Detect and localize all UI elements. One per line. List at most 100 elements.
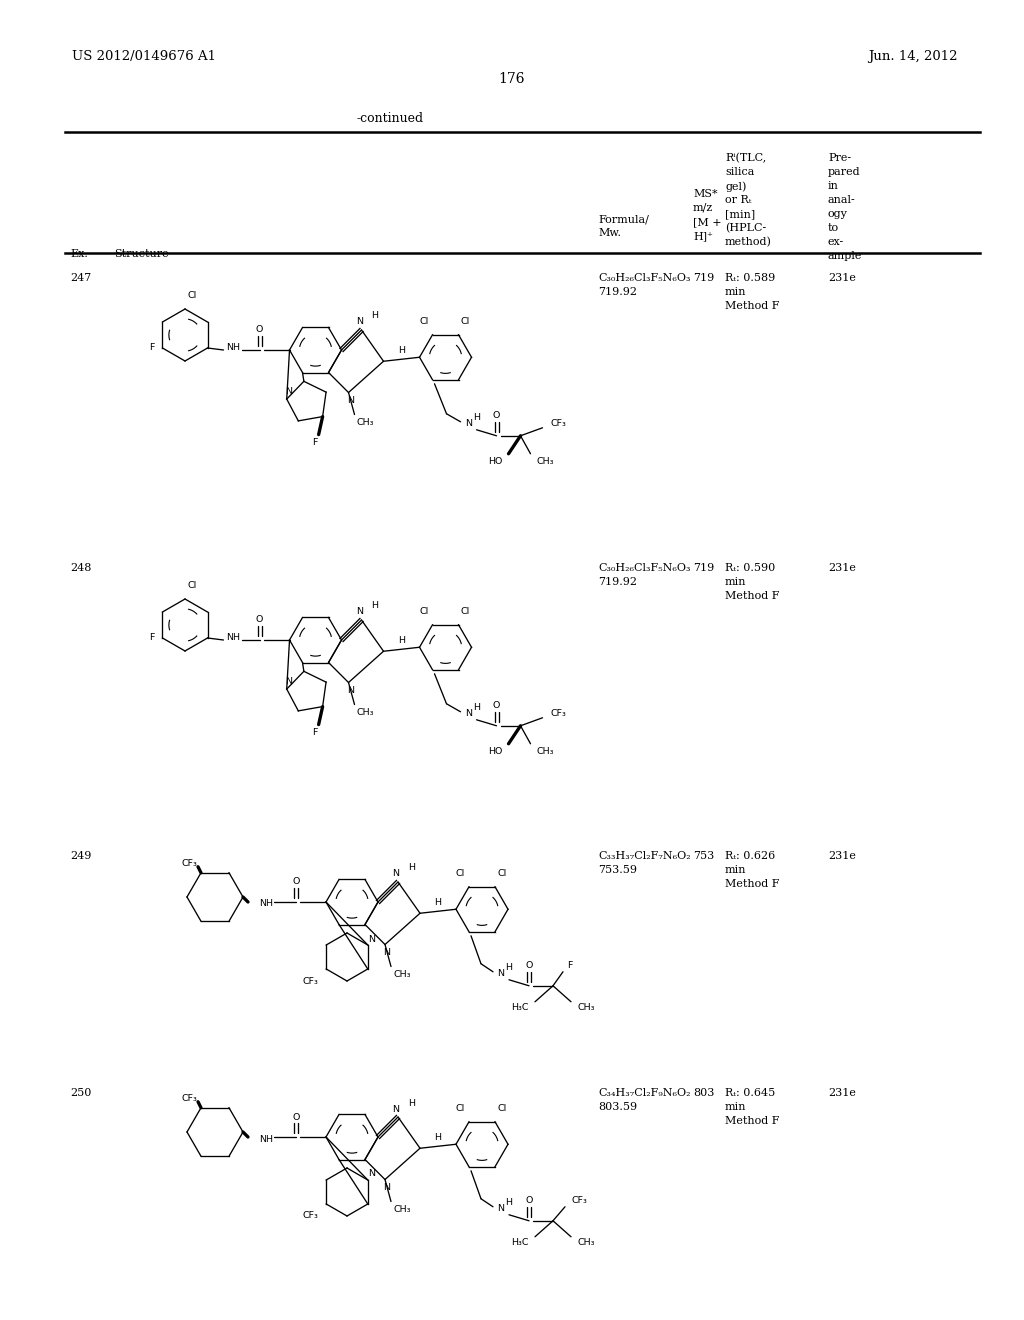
Text: N: N <box>384 948 390 957</box>
Text: N: N <box>347 396 354 405</box>
Text: H: H <box>398 636 406 644</box>
Text: 803: 803 <box>693 1088 715 1098</box>
Text: H: H <box>473 704 480 713</box>
Text: Cl: Cl <box>461 317 470 326</box>
Text: N: N <box>498 969 505 978</box>
Text: Method F: Method F <box>725 879 779 888</box>
Text: Method F: Method F <box>725 301 779 312</box>
Text: N: N <box>392 870 399 879</box>
Text: Cl: Cl <box>187 290 197 300</box>
Text: Rₜ: 0.626: Rₜ: 0.626 <box>725 851 775 861</box>
Text: or Rₜ: or Rₜ <box>725 195 752 205</box>
Text: NH: NH <box>226 343 241 352</box>
Text: in: in <box>828 181 839 191</box>
Text: CH₃: CH₃ <box>356 708 374 717</box>
Text: HO: HO <box>488 747 503 756</box>
Text: US 2012/0149676 A1: US 2012/0149676 A1 <box>72 50 216 63</box>
Text: Formula/: Formula/ <box>598 214 649 224</box>
Text: Cl: Cl <box>419 317 428 326</box>
Text: O: O <box>493 412 500 420</box>
Text: Pre-: Pre- <box>828 153 851 162</box>
Text: ogy: ogy <box>828 209 848 219</box>
Text: 231e: 231e <box>828 1088 856 1098</box>
Text: N: N <box>286 387 292 396</box>
Text: HO: HO <box>488 457 503 466</box>
Text: H: H <box>398 346 406 355</box>
Text: C₃₃H₃₇Cl₂F₇N₆O₂: C₃₃H₃₇Cl₂F₇N₆O₂ <box>598 851 690 861</box>
Text: CF₃: CF₃ <box>302 977 318 986</box>
Text: C₃₀H₂₆Cl₃F₅N₆O₃: C₃₀H₂₆Cl₃F₅N₆O₃ <box>598 273 690 282</box>
Text: 719: 719 <box>693 564 715 573</box>
Text: H: H <box>506 1199 512 1208</box>
Text: Cl: Cl <box>456 869 465 878</box>
Text: H]⁺: H]⁺ <box>693 231 713 242</box>
Text: H: H <box>372 602 379 610</box>
Text: 803.59: 803.59 <box>598 1102 637 1111</box>
Text: O: O <box>525 1196 532 1205</box>
Text: NH: NH <box>226 634 241 643</box>
Text: H₃C: H₃C <box>512 1238 529 1247</box>
Text: CH₃: CH₃ <box>537 747 554 756</box>
Text: Cl: Cl <box>456 1104 465 1113</box>
Text: H₃C: H₃C <box>512 1003 529 1012</box>
Text: -continued: -continued <box>356 112 424 125</box>
Text: 247: 247 <box>70 273 91 282</box>
Text: 231e: 231e <box>828 273 856 282</box>
Text: Cl: Cl <box>497 1104 506 1113</box>
Text: Method F: Method F <box>725 591 779 601</box>
Text: Mw.: Mw. <box>598 228 621 238</box>
Text: N: N <box>347 686 354 696</box>
Text: NH: NH <box>259 1134 273 1143</box>
Text: CH₃: CH₃ <box>577 1238 595 1247</box>
Text: 719.92: 719.92 <box>598 286 637 297</box>
Text: 753: 753 <box>693 851 715 861</box>
Text: N: N <box>356 318 364 326</box>
Text: Rₜ: 0.589: Rₜ: 0.589 <box>725 273 775 282</box>
Text: O: O <box>493 701 500 710</box>
Text: (HPLC-: (HPLC- <box>725 223 766 234</box>
Text: to: to <box>828 223 839 234</box>
Text: CH₃: CH₃ <box>577 1003 595 1012</box>
Text: N: N <box>465 420 472 428</box>
Text: MS*: MS* <box>693 189 718 199</box>
Text: ex-: ex- <box>828 238 844 247</box>
Text: 176: 176 <box>499 73 525 86</box>
Text: N: N <box>465 709 472 718</box>
Text: O: O <box>256 326 263 334</box>
Text: gel): gel) <box>725 181 746 191</box>
Text: NH: NH <box>259 899 273 908</box>
Text: O: O <box>256 615 263 624</box>
Text: H: H <box>506 964 512 973</box>
Text: [min]: [min] <box>725 209 756 219</box>
Text: 250: 250 <box>70 1088 91 1098</box>
Text: F: F <box>312 438 317 447</box>
Text: Rⁱ(TLC,: Rⁱ(TLC, <box>725 153 766 164</box>
Text: Rₜ: 0.645: Rₜ: 0.645 <box>725 1088 775 1098</box>
Text: 719: 719 <box>693 273 715 282</box>
Text: H: H <box>408 1098 415 1107</box>
Text: N: N <box>369 935 375 944</box>
Text: CH₃: CH₃ <box>393 970 411 979</box>
Text: [M +: [M + <box>693 216 722 227</box>
Text: CH₃: CH₃ <box>393 1205 411 1214</box>
Text: Rₜ: 0.590: Rₜ: 0.590 <box>725 564 775 573</box>
Text: H: H <box>434 898 441 907</box>
Text: Jun. 14, 2012: Jun. 14, 2012 <box>868 50 957 63</box>
Text: H: H <box>434 1133 441 1142</box>
Text: CF₃: CF₃ <box>181 1094 197 1102</box>
Text: CH₃: CH₃ <box>356 418 374 426</box>
Text: ample: ample <box>828 251 862 261</box>
Text: F: F <box>150 634 155 643</box>
Text: 719.92: 719.92 <box>598 577 637 587</box>
Text: O: O <box>525 961 532 970</box>
Text: CH₃: CH₃ <box>537 457 554 466</box>
Text: N: N <box>392 1105 399 1114</box>
Text: silica: silica <box>725 168 755 177</box>
Text: Method F: Method F <box>725 1115 779 1126</box>
Text: 248: 248 <box>70 564 91 573</box>
Text: H: H <box>473 413 480 422</box>
Text: method): method) <box>725 238 772 247</box>
Text: Cl: Cl <box>419 607 428 615</box>
Text: Ex.: Ex. <box>70 249 88 259</box>
Text: min: min <box>725 577 746 587</box>
